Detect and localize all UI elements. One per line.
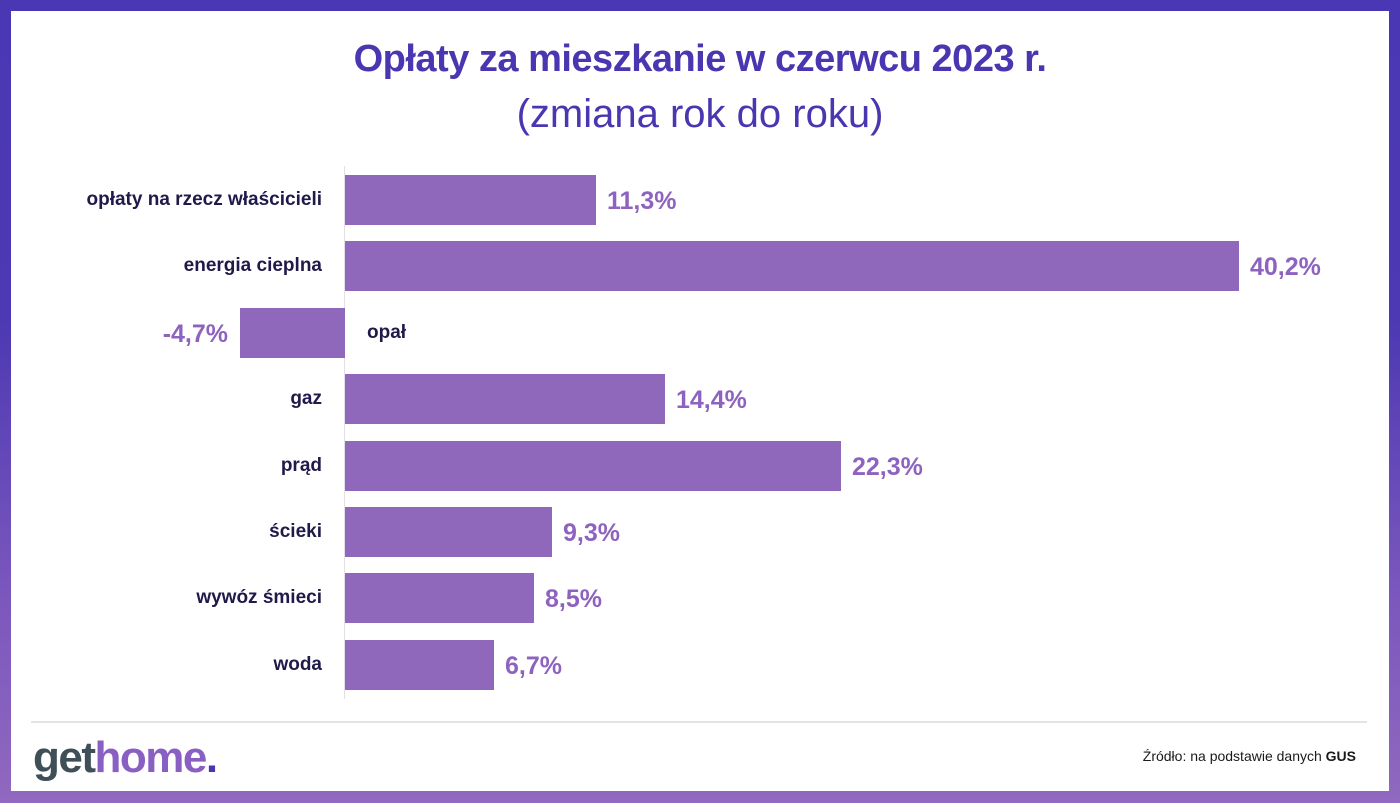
chart-title: Opłaty za mieszkanie w czerwcu 2023 r. (353, 38, 1047, 80)
value-label: 22,3% (852, 453, 923, 481)
logo-part-get: get (33, 733, 96, 782)
category-label: energia cieplna (183, 255, 322, 276)
footer-divider (31, 721, 1367, 723)
category-label: ścieki (269, 521, 322, 542)
source-note: Źródło: na podstawie danych GUS (1143, 748, 1356, 764)
value-label: 40,2% (1250, 253, 1321, 281)
gethome-logo: gethome. (33, 730, 218, 786)
category-label: opał (367, 322, 407, 343)
bar (345, 640, 494, 690)
bar (240, 308, 345, 358)
value-label: 6,7% (505, 652, 562, 680)
chart-subtitle: (zmiana rok do roku) (516, 92, 884, 136)
category-label: woda (273, 654, 322, 675)
value-label: 14,4% (676, 386, 747, 414)
bar (345, 507, 552, 557)
value-label: -4,7% (162, 320, 228, 348)
value-label: 11,3% (607, 187, 677, 215)
bar (345, 573, 534, 623)
logo-dot: . (205, 733, 218, 782)
bar (345, 374, 665, 424)
category-label: prąd (280, 455, 322, 476)
logo-part-home: home (94, 733, 208, 782)
bar (345, 441, 841, 491)
source-bold: GUS (1325, 748, 1356, 764)
source-prefix: Źródło: na podstawie danych (1142, 748, 1326, 764)
chart-frame (11, 11, 1389, 791)
category-label: opłaty na rzecz właścicieli (86, 189, 323, 210)
bar (345, 175, 596, 225)
zero-axis-line (344, 166, 345, 699)
category-label: gaz (290, 388, 322, 409)
value-label: 9,3% (563, 519, 620, 547)
value-label: 8,5% (545, 585, 602, 613)
bar (345, 241, 1239, 291)
category-label: wywóz śmieci (196, 587, 322, 608)
